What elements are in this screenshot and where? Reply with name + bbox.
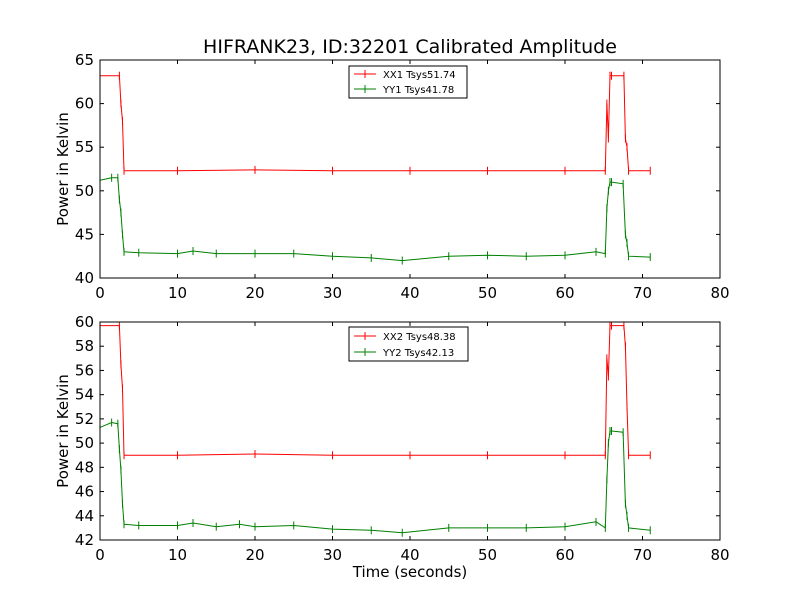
top-x-tick-label: 0 <box>95 284 105 302</box>
top-y-tick-label: 50 <box>75 182 94 200</box>
figure-title: HIFRANK23, ID:32201 Calibrated Amplitude <box>203 36 617 58</box>
top-x-tick-label: 50 <box>478 284 497 302</box>
top-y-tick-label: 55 <box>75 138 94 156</box>
top-legend-label-yy1: YY1 Tsys41.78 <box>382 85 454 96</box>
bottom-x-tick-label: 20 <box>245 546 264 564</box>
bottom-x-tick-label: 80 <box>710 546 729 564</box>
top-x-tick-label: 10 <box>168 284 187 302</box>
top-x-tick-label: 70 <box>633 284 652 302</box>
bottom-y-axis-label: Power in Kelvin <box>54 374 72 488</box>
top-legend: XX1 Tsys51.74 YY1 Tsys41.78 <box>348 65 468 99</box>
top-x-tick-label: 40 <box>400 284 419 302</box>
bottom-legend-label-xx2: XX2 Tsys48.38 <box>383 332 456 343</box>
bottom-x-tick-label: 70 <box>633 546 652 564</box>
bottom-legend: XX2 Tsys48.38 YY2 Tsys42.13 <box>348 326 469 362</box>
top-x-tick-label: 60 <box>555 284 574 302</box>
top-subplot: 0 10 20 30 40 50 60 70 80 40 45 50 55 60 65 Power in K… <box>54 51 730 302</box>
bottom-y-tick-label: 60 <box>75 313 94 331</box>
top-legend-box <box>348 65 468 99</box>
bottom-y-tick-label: 48 <box>75 458 94 476</box>
bottom-y-tick-label: 50 <box>75 434 94 452</box>
top-x-tick-label: 80 <box>710 284 729 302</box>
top-legend-label-xx1: XX1 Tsys51.74 <box>383 70 456 81</box>
top-x-tick-label: 20 <box>245 284 264 302</box>
top-y-axis-label: Power in Kelvin <box>54 112 72 226</box>
bottom-y-tick-label: 54 <box>75 386 94 404</box>
bottom-ticks-layer: 0 10 20 30 40 50 60 70 80 42 44 46 48 50 52 54 56 58 60 <box>75 313 730 564</box>
bottom-subplot: 0 10 20 30 40 50 60 70 80 42 44 46 48 50 52 54 56 58 60 Po… <box>54 313 730 581</box>
bottom-y-tick-label: 56 <box>75 361 94 379</box>
bottom-y-tick-label: 46 <box>75 483 94 501</box>
bottom-x-tick-label: 30 <box>323 546 342 564</box>
bottom-y-tick-label: 44 <box>75 507 94 525</box>
bottom-x-tick-label: 10 <box>168 546 187 564</box>
bottom-legend-box <box>348 326 469 362</box>
bottom-x-tick-label: 0 <box>95 546 105 564</box>
bottom-y-tick-label: 52 <box>75 410 94 428</box>
top-y-tick-label: 60 <box>75 95 94 113</box>
bottom-series-layer <box>99 321 651 537</box>
bottom-x-tick-label: 40 <box>400 546 419 564</box>
top-y-tick-label: 45 <box>75 225 94 243</box>
top-y-tick-label: 40 <box>75 269 94 287</box>
bottom-y-tick-label: 58 <box>75 337 94 355</box>
top-ticks-layer: 0 10 20 30 40 50 60 70 80 40 45 50 55 60 65 <box>75 51 730 302</box>
bottom-x-axis-label: Time (seconds) <box>352 563 468 581</box>
bottom-legend-label-yy2: YY2 Tsys42.13 <box>382 348 454 359</box>
top-x-tick-label: 30 <box>323 284 342 302</box>
bottom-y-tick-label: 42 <box>75 531 94 549</box>
top-series-layer <box>99 71 651 265</box>
bottom-x-tick-label: 60 <box>555 546 574 564</box>
bottom-x-tick-label: 50 <box>478 546 497 564</box>
top-y-tick-label: 65 <box>75 51 94 69</box>
